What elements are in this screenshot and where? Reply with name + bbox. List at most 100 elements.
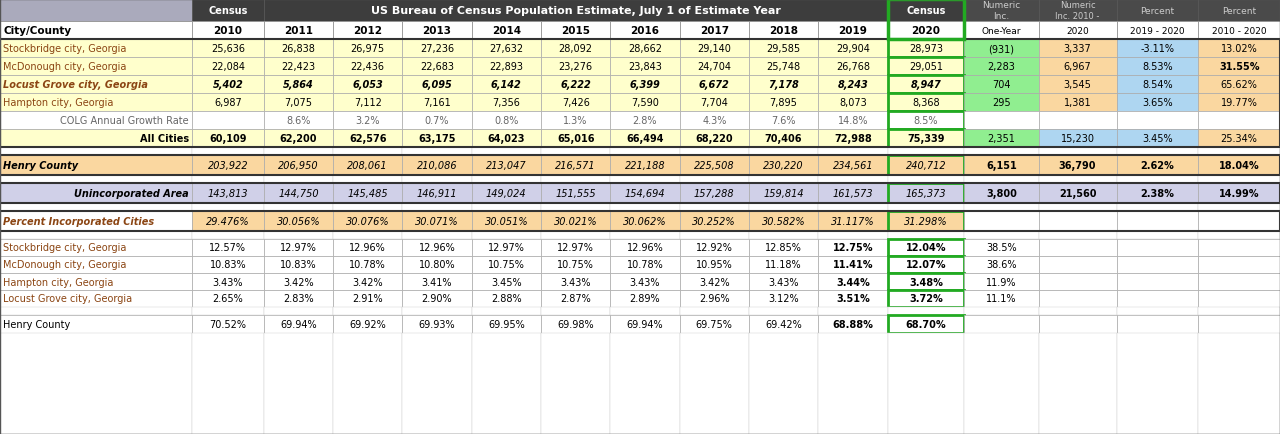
Text: 2.91%: 2.91% [352,294,383,304]
Bar [611,112,680,130]
Bar [1116,148,1198,156]
Bar [1038,156,1116,176]
Bar [749,156,818,176]
Bar [611,231,680,240]
Text: 22,893: 22,893 [489,62,524,72]
Text: 7,075: 7,075 [284,98,312,108]
Text: 149,024: 149,024 [486,188,526,198]
Bar [333,184,402,204]
Bar [1038,290,1116,307]
Bar [1198,184,1280,204]
Bar [192,0,264,22]
Bar [1198,22,1280,40]
Bar [541,240,611,256]
Bar [818,204,887,211]
Bar [680,240,749,256]
Text: 64,023: 64,023 [488,134,525,144]
Text: 6,142: 6,142 [492,80,522,90]
Text: 6,151: 6,151 [986,161,1016,171]
Bar [192,184,264,204]
Text: 7,112: 7,112 [353,98,381,108]
Bar [1198,58,1280,76]
Bar [1198,211,1280,231]
Bar [887,94,964,112]
Text: 26,838: 26,838 [282,44,315,54]
Bar [0,273,192,290]
Text: 27,632: 27,632 [489,44,524,54]
Bar [541,290,611,307]
Bar [611,22,680,40]
Bar [192,290,264,307]
Bar [471,148,541,156]
Bar [0,156,192,176]
Bar [1038,40,1116,58]
Bar [541,256,611,273]
Bar [818,112,887,130]
Bar [333,231,402,240]
Text: 230,220: 230,220 [763,161,804,171]
Text: 24,704: 24,704 [698,62,731,72]
Text: 2.38%: 2.38% [1140,188,1174,198]
Bar [611,211,680,231]
Text: 10.78%: 10.78% [627,260,663,270]
Bar [402,315,471,333]
Text: 3.72%: 3.72% [909,294,943,304]
Text: 68.70%: 68.70% [906,319,946,329]
Bar [264,290,333,307]
Bar [402,58,471,76]
Bar [192,204,264,211]
Bar [264,273,333,290]
Text: 240,712: 240,712 [906,161,946,171]
Text: 3,337: 3,337 [1064,44,1092,54]
Bar [964,184,1038,204]
Bar [471,22,541,40]
Text: 7,426: 7,426 [562,98,590,108]
Text: 2.8%: 2.8% [632,116,657,126]
Bar [818,211,887,231]
Bar [1038,333,1116,434]
Bar [680,156,749,176]
Text: 3,545: 3,545 [1064,80,1092,90]
Bar [333,156,402,176]
Text: 69.98%: 69.98% [557,319,594,329]
Text: 12.97%: 12.97% [488,243,525,253]
Bar [964,40,1038,58]
Text: 5,864: 5,864 [283,80,314,90]
Bar [1038,256,1116,273]
Bar [1198,0,1280,22]
Text: 3.12%: 3.12% [768,294,799,304]
Bar [749,112,818,130]
Bar [749,256,818,273]
Bar [0,112,192,130]
Bar [192,130,264,148]
Bar [541,58,611,76]
Text: 6,967: 6,967 [1064,62,1092,72]
Text: 70.52%: 70.52% [209,319,246,329]
Bar [192,40,264,58]
Bar [818,315,887,333]
Text: 2013: 2013 [422,26,452,36]
Bar [964,94,1038,112]
Bar [818,307,887,315]
Text: 12.96%: 12.96% [419,243,456,253]
Bar [1198,176,1280,184]
Bar [0,0,192,22]
Text: 2.89%: 2.89% [630,294,660,304]
Text: 8,947: 8,947 [910,80,941,90]
Text: 2019: 2019 [838,26,868,36]
Bar [1198,112,1280,130]
Bar [1116,130,1198,148]
Text: Numeric
Inc. 2010 -: Numeric Inc. 2010 - [1056,1,1100,21]
Bar [611,58,680,76]
Bar [333,307,402,315]
Text: 66,494: 66,494 [626,134,664,144]
Bar [402,94,471,112]
Text: 69.93%: 69.93% [419,319,456,329]
Bar [541,184,611,204]
Bar [887,0,964,22]
Bar [1038,22,1116,40]
Bar [749,130,818,148]
Text: 31.55%: 31.55% [1219,62,1260,72]
Bar [541,76,611,94]
Bar [749,176,818,184]
